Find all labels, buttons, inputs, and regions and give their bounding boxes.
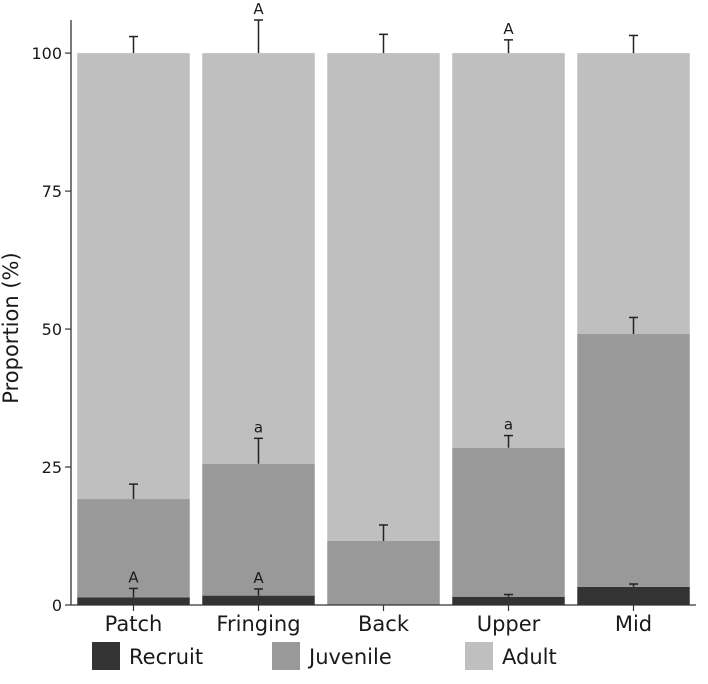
bar-upper-adult	[452, 53, 565, 448]
annotation-fringing-adult: A	[253, 0, 264, 18]
bar-patch-recruit	[77, 597, 190, 605]
bars-layer	[77, 53, 690, 605]
y-tick-label-100: 100	[31, 44, 62, 63]
y-ticks-layer: 0 25 50 75 100	[31, 44, 71, 615]
legend-swatch-recruit	[92, 642, 120, 670]
bar-patch-juvenile	[77, 499, 190, 598]
bar-patch-adult	[77, 53, 190, 500]
legend-swatch-adult	[465, 642, 493, 670]
y-tick-label-0: 0	[52, 596, 62, 615]
y-axis-title: Proportion (%)	[0, 252, 23, 403]
annotation-upper-juvenile: a	[504, 416, 513, 434]
x-tick-label-patch: Patch	[105, 612, 163, 636]
annotation-patch-recruit: A	[128, 568, 139, 586]
bar-mid-recruit	[577, 586, 690, 605]
annotation-fringing-juvenile: a	[254, 418, 263, 436]
y-tick-label-50: 50	[42, 320, 62, 339]
x-tick-label-fringing: Fringing	[216, 612, 300, 636]
legend-label-juvenile: Juvenile	[307, 645, 392, 669]
bar-back-juvenile	[327, 540, 440, 605]
bar-upper-juvenile	[452, 447, 565, 597]
bar-fringing-juvenile	[202, 463, 315, 596]
annotation-upper-adult: A	[503, 20, 514, 38]
x-tick-label-back: Back	[358, 612, 410, 636]
x-tick-label-mid: Mid	[615, 612, 652, 636]
y-tick-label-75: 75	[42, 182, 62, 201]
x-tick-label-upper: Upper	[477, 612, 541, 636]
annotation-fringing-recruit: A	[253, 569, 264, 587]
annotations-layer: A Aa Aa A	[128, 0, 514, 587]
legend-label-recruit: Recruit	[129, 645, 203, 669]
y-tick-label-25: 25	[42, 458, 62, 477]
legend: Recruit Juvenile Adult	[92, 642, 557, 670]
x-ticks-layer: Patch Fringing Back Upper Mid	[105, 605, 652, 636]
bar-back-adult	[327, 53, 440, 541]
bar-mid-adult	[577, 53, 690, 335]
bar-upper-recruit	[452, 596, 565, 605]
bar-mid-juvenile	[577, 334, 690, 587]
bar-fringing-recruit	[202, 595, 315, 605]
bar-fringing-adult	[202, 53, 315, 464]
legend-label-adult: Adult	[502, 645, 557, 669]
legend-swatch-juvenile	[272, 642, 300, 670]
error-bars-layer	[129, 19, 638, 598]
